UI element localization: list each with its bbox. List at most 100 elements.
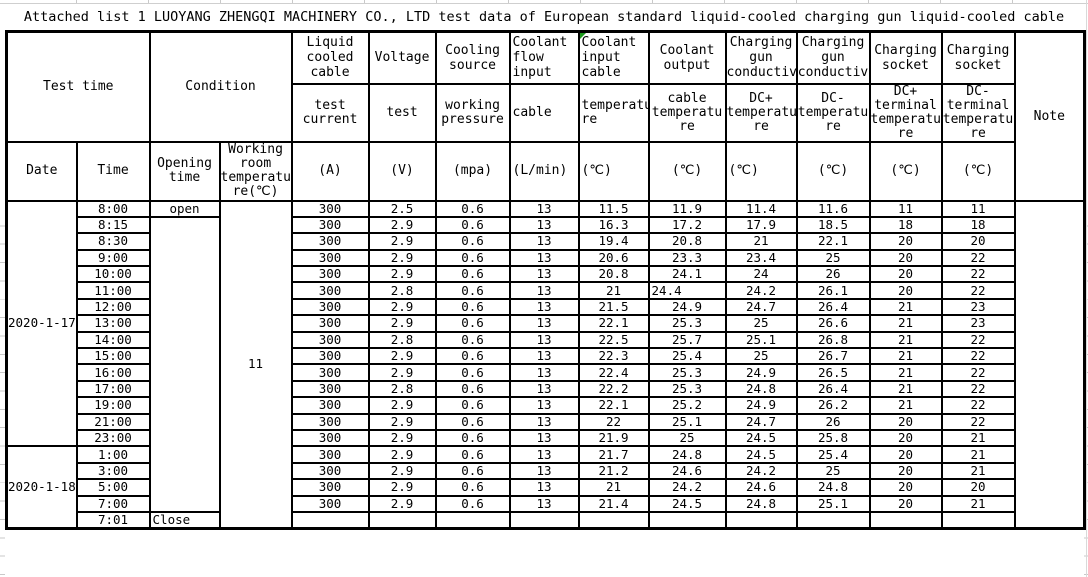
- cell-socket-minus[interactable]: 22: [940, 412, 1016, 431]
- header-condition[interactable]: Condition: [148, 30, 293, 143]
- header-temperature-in[interactable]: temperatu re: [577, 82, 650, 143]
- cell-voltage[interactable]: 2.9: [367, 445, 437, 464]
- cell-voltage[interactable]: 2.9: [367, 346, 437, 366]
- cell-temp-out[interactable]: 25.4: [647, 346, 727, 366]
- cell-socket-plus[interactable]: 21: [868, 363, 943, 382]
- cell-pressure[interactable]: 0.6: [434, 363, 511, 382]
- cell-flow[interactable]: 13: [508, 494, 580, 513]
- cell-dc-plus[interactable]: 24.6: [724, 478, 798, 497]
- cell-pressure[interactable]: 0.6: [434, 232, 511, 251]
- cell-current[interactable]: 300: [290, 248, 370, 268]
- cell-flow[interactable]: 13: [508, 232, 580, 251]
- cell-temp-out[interactable]: 17.2: [647, 215, 727, 235]
- cell-voltage[interactable]: 2.9: [367, 297, 437, 317]
- cell-date[interactable]: 2020-1-17: [5, 199, 78, 448]
- cell-pressure[interactable]: 0.6: [434, 265, 511, 284]
- cell-dc-minus[interactable]: 26.1: [795, 281, 871, 300]
- cell-time[interactable]: 14:00: [75, 330, 151, 350]
- cell-time[interactable]: 12:00: [75, 297, 151, 317]
- cell-socket-plus[interactable]: 20: [868, 265, 943, 284]
- cell-socket-minus[interactable]: 22: [940, 363, 1016, 382]
- cell-socket-plus[interactable]: 20: [868, 428, 943, 448]
- cell-dc-plus[interactable]: 23.4: [724, 248, 798, 268]
- cell-current[interactable]: 300: [290, 281, 370, 300]
- cell-socket-plus[interactable]: 20: [868, 494, 943, 513]
- cell-dc-minus[interactable]: 26: [795, 265, 871, 284]
- cell-time[interactable]: 8:00: [75, 199, 151, 218]
- cell-voltage[interactable]: 2.9: [367, 314, 437, 333]
- cell-socket-minus[interactable]: 20: [940, 232, 1016, 251]
- cell-voltage[interactable]: 2.9: [367, 412, 437, 431]
- cell-dc-plus[interactable]: 24.5: [724, 445, 798, 464]
- cell-pressure[interactable]: 0.6: [434, 396, 511, 415]
- cell-current[interactable]: 300: [290, 265, 370, 284]
- cell-temp-in[interactable]: 22.3: [577, 346, 650, 366]
- cell-voltage[interactable]: 2.9: [367, 461, 437, 481]
- cell-flow[interactable]: [508, 510, 580, 530]
- cell-pressure[interactable]: 0.6: [434, 461, 511, 481]
- cell-current[interactable]: 300: [290, 199, 370, 218]
- cell-pressure[interactable]: 0.6: [434, 199, 511, 218]
- cell-dc-minus[interactable]: 25.4: [795, 445, 871, 464]
- header-coolant-flow-input[interactable]: Coolant flow input: [508, 30, 580, 85]
- cell-temp-out[interactable]: 25.7: [647, 330, 727, 350]
- unit-celsius-socket-plus[interactable]: (℃): [868, 140, 943, 202]
- cell-dc-minus[interactable]: 25.1: [795, 494, 871, 513]
- cell-time[interactable]: 11:00: [75, 281, 151, 300]
- cell-dc-plus[interactable]: 25: [724, 314, 798, 333]
- cell-temp-in[interactable]: 21.7: [577, 445, 650, 464]
- cell-temp-in[interactable]: 21.2: [577, 461, 650, 481]
- cell-temp-out[interactable]: 24.4: [647, 281, 727, 300]
- cell-time[interactable]: 23:00: [75, 428, 151, 448]
- cell-flow[interactable]: 13: [508, 265, 580, 284]
- cell-dc-minus[interactable]: 18.5: [795, 215, 871, 235]
- cell-temp-out[interactable]: 24.9: [647, 297, 727, 317]
- cell-time[interactable]: 16:00: [75, 363, 151, 382]
- cell-time[interactable]: 7:00: [75, 494, 151, 513]
- cell-temp-out[interactable]: 25.1: [647, 412, 727, 431]
- cell-opening[interactable]: Close: [148, 511, 221, 530]
- cell-temp-out[interactable]: 11.9: [647, 199, 727, 218]
- header-cable-temperature-out[interactable]: cable temperatu re: [647, 82, 727, 143]
- cell-pressure[interactable]: 0.6: [434, 428, 511, 448]
- cell-temp-out[interactable]: 25.3: [647, 314, 727, 333]
- cell-dc-minus[interactable]: 26.8: [795, 330, 871, 350]
- cell-current[interactable]: 300: [290, 379, 370, 399]
- cell-socket-minus[interactable]: 20: [940, 478, 1016, 497]
- cell-pressure[interactable]: 0.6: [434, 412, 511, 431]
- cell-flow[interactable]: 13: [508, 330, 580, 350]
- cell-socket-minus[interactable]: 22: [940, 330, 1016, 350]
- cell-temp-out[interactable]: 20.8: [647, 232, 727, 251]
- cell-temp-in[interactable]: 16.3: [577, 215, 650, 235]
- cell-dc-plus[interactable]: 17.9: [724, 215, 798, 235]
- cell-dc-plus[interactable]: 11.4: [724, 199, 798, 218]
- cell-pressure[interactable]: [434, 510, 511, 530]
- cell-dc-minus[interactable]: 25.8: [795, 428, 871, 448]
- cell-socket-minus[interactable]: 21: [940, 494, 1016, 513]
- cell-time[interactable]: 7:01: [75, 510, 151, 530]
- header-coolant-input-cable[interactable]: Coolant input cable: [577, 30, 650, 85]
- cell-voltage[interactable]: 2.9: [367, 248, 437, 268]
- cell-dc-minus[interactable]: 11.6: [795, 199, 871, 218]
- cell-pressure[interactable]: 0.6: [434, 330, 511, 350]
- cell-pressure[interactable]: 0.6: [434, 445, 511, 464]
- cell-socket-plus[interactable]: 20: [868, 232, 943, 251]
- cell-socket-minus[interactable]: 21: [940, 428, 1016, 448]
- cell-current[interactable]: 300: [290, 346, 370, 366]
- cell-pressure[interactable]: 0.6: [434, 215, 511, 235]
- cell-time[interactable]: 15:00: [75, 346, 151, 366]
- cell-temp-in[interactable]: 11.5: [577, 199, 650, 218]
- cell-pressure[interactable]: 0.6: [434, 478, 511, 497]
- header-gun-conductor-dc-minus[interactable]: Charging gun conductiv: [795, 30, 871, 85]
- cell-time[interactable]: 8:30: [75, 232, 151, 251]
- cell-current[interactable]: 300: [290, 215, 370, 235]
- cell-dc-plus[interactable]: 24.8: [724, 379, 798, 399]
- header-cable[interactable]: cable: [508, 82, 580, 143]
- cell-temp-out[interactable]: 25.2: [647, 396, 727, 415]
- cell-socket-plus[interactable]: 21: [868, 396, 943, 415]
- unit-celsius-in[interactable]: (℃): [577, 140, 650, 202]
- cell-current[interactable]: 300: [290, 428, 370, 448]
- cell-socket-plus[interactable]: 20: [868, 461, 943, 481]
- cell-time[interactable]: 21:00: [75, 412, 151, 431]
- cell-pressure[interactable]: 0.6: [434, 494, 511, 513]
